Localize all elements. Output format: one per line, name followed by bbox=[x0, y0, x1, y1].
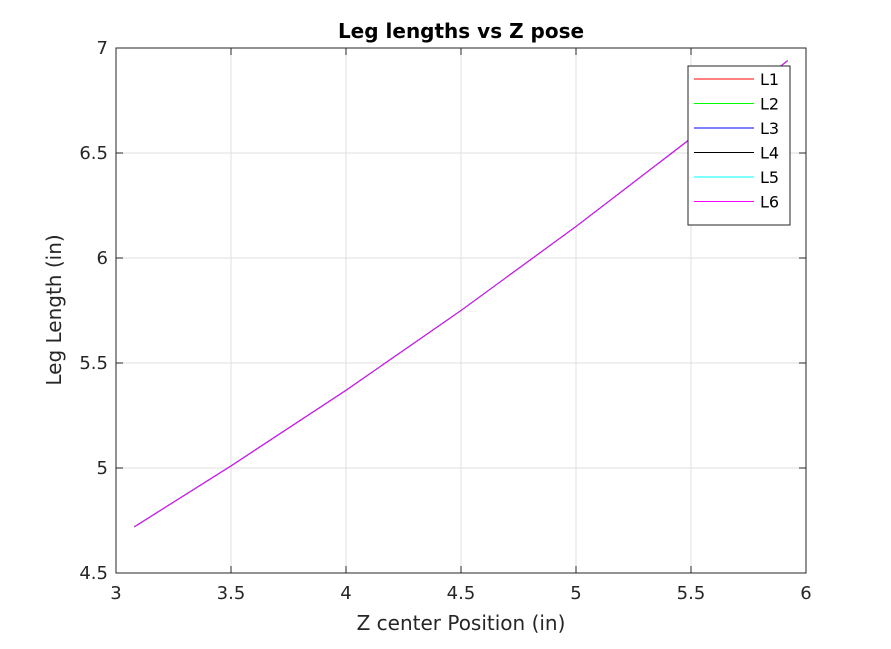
y-tick-label: 6 bbox=[97, 248, 108, 269]
y-tick-label: 6.5 bbox=[79, 143, 108, 164]
y-tick-label: 5.5 bbox=[79, 353, 108, 374]
legend-label-l1: L1 bbox=[760, 70, 779, 89]
y-axis-label: Leg Length (in) bbox=[42, 234, 66, 385]
x-tick-label: 4.5 bbox=[447, 583, 476, 604]
legend-label-l6: L6 bbox=[760, 193, 779, 212]
axis-ticks: 3 3.5 4 4.5 5 5.5 6 4.5 5 5.5 6 6.5 7 bbox=[79, 38, 811, 604]
legend-box bbox=[687, 65, 791, 226]
y-tick-label: 5 bbox=[97, 458, 108, 479]
legend-label-l3: L3 bbox=[760, 119, 779, 138]
chart-title: Leg lengths vs Z pose bbox=[338, 19, 584, 43]
x-tick-label: 3 bbox=[110, 583, 121, 604]
legend-label-l2: L2 bbox=[760, 95, 779, 114]
legend-label-l4: L4 bbox=[760, 144, 779, 163]
x-tick-label: 3.5 bbox=[217, 583, 246, 604]
legend: L1 L2 L3 L4 L5 L6 bbox=[687, 65, 791, 226]
x-tick-label: 6 bbox=[800, 583, 811, 604]
x-tick-label: 5.5 bbox=[677, 583, 706, 604]
x-tick-label: 4 bbox=[340, 583, 351, 604]
x-axis-label: Z center Position (in) bbox=[357, 611, 566, 635]
x-tick-label: 5 bbox=[570, 583, 581, 604]
legend-label-l5: L5 bbox=[760, 168, 779, 187]
y-tick-label: 7 bbox=[97, 38, 108, 59]
y-tick-label: 4.5 bbox=[79, 563, 108, 584]
